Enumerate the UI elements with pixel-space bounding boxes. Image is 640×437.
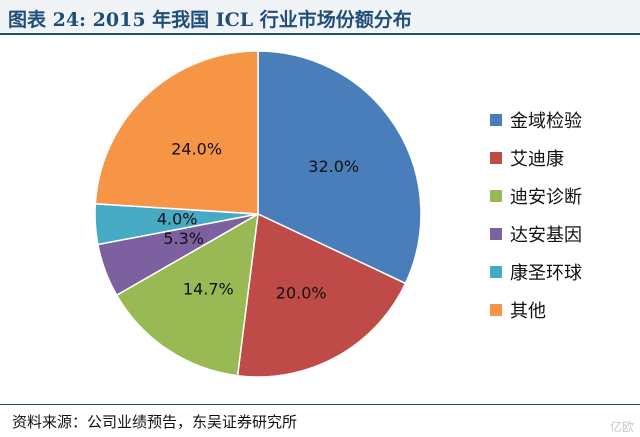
data-label-2: 20.0% (276, 284, 327, 303)
legend-label-2: 艾迪康 (510, 149, 564, 170)
pie-chart: 32.0% 20.0% 14.7% 5.3%4.0% 24.0% 金域检验艾迪康迪安诊断… (94, 50, 582, 378)
page-title: 图表 24: 2015 年我国 ICL 行业市场份额分布 (8, 9, 412, 31)
watermark: 亿欧 (609, 420, 634, 434)
pie-slice-3 (115, 212, 259, 377)
data-label-6: 24.0% (171, 140, 222, 159)
title-bar: 图表 24: 2015 年我国 ICL 行业市场份额分布 (0, 0, 640, 32)
source-note: 资料来源：公司业绩预告，东吴证券研究所 (12, 413, 298, 431)
data-label-1: 32.0% (308, 157, 359, 176)
data-label-3: 14.7% (183, 280, 234, 299)
legend-swatch-3 (490, 190, 502, 202)
legend-swatch-4 (490, 228, 502, 240)
pie-slice-1 (257, 50, 422, 285)
pie-slices (94, 50, 422, 378)
legend-label-5: 康圣环球 (510, 263, 582, 284)
pie-data-labels: 32.0% 20.0% 14.7% 5.3%4.0% 24.0% (157, 140, 359, 303)
legend-swatch-1 (490, 114, 502, 126)
data-label-5: 4.0% (157, 210, 198, 229)
legend-label-4: 达安基因 (510, 225, 582, 246)
legend-label-3: 迪安诊断 (510, 187, 582, 208)
data-label-4: 5.3% (163, 229, 204, 248)
legend-swatch-6 (490, 304, 502, 316)
source-divider (0, 404, 640, 405)
legend-label-1: 金域检验 (510, 111, 582, 132)
pie-slice-6 (94, 50, 259, 215)
legend-swatch-5 (490, 266, 502, 278)
title-divider (0, 33, 640, 35)
pie-slice-2 (236, 212, 407, 378)
legend-label-6: 其他 (510, 301, 546, 322)
legend-swatch-2 (490, 152, 502, 164)
